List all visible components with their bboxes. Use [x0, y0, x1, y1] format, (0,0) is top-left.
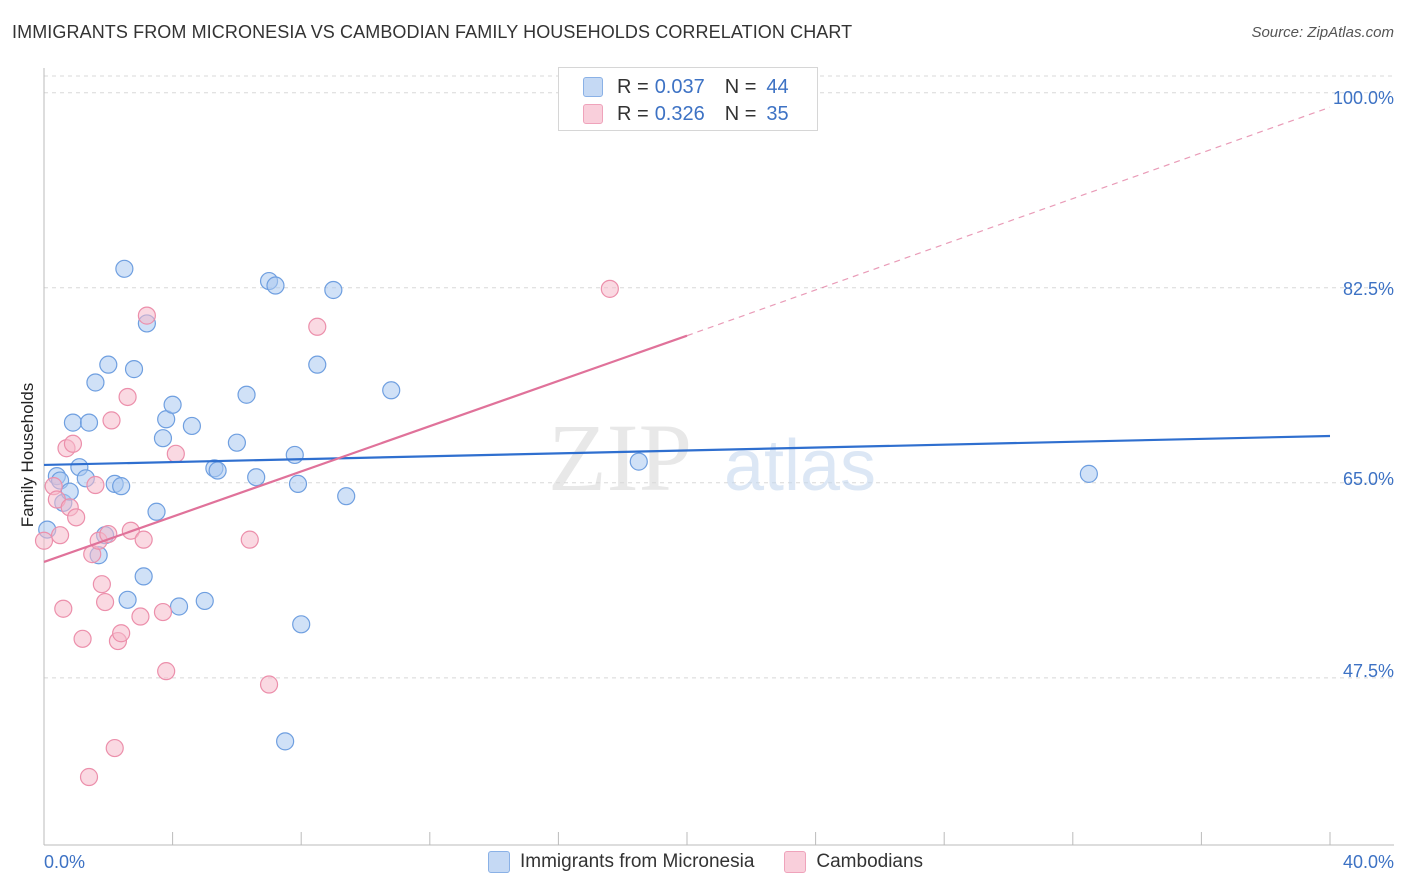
micronesia-point	[208, 461, 227, 480]
n-label: N =	[724, 102, 757, 125]
trend-line-micronesia	[43, 434, 1331, 467]
micronesia-point	[308, 355, 327, 374]
trend-line-cambodians	[43, 334, 688, 563]
micronesia-point	[1079, 464, 1098, 483]
cambodians-point	[54, 599, 73, 618]
micronesia-point	[337, 487, 356, 506]
cambodians-point	[600, 279, 619, 298]
cambodians-point	[131, 607, 150, 626]
cambodians-point	[112, 624, 131, 643]
y-tick-label: 47.5%	[1342, 661, 1394, 681]
micronesia-point	[134, 567, 153, 586]
legend-swatch-blue	[583, 77, 603, 97]
legend-swatch-pink	[784, 851, 807, 873]
cambodians-point	[67, 508, 86, 527]
axes	[43, 68, 1394, 846]
cambodians-point	[259, 675, 279, 694]
micronesia-point	[266, 276, 285, 295]
r-value: 0.037	[654, 75, 705, 98]
micronesia-point	[292, 615, 311, 634]
series-cambodians-points	[34, 279, 619, 787]
x-tick-label-min: 0.0%	[44, 852, 86, 872]
legend-item-micronesia[interactable]: Immigrants from Micronesia	[488, 851, 754, 873]
n-value: 35	[766, 102, 789, 125]
cambodians-point	[166, 444, 185, 463]
micronesia-point	[153, 429, 173, 448]
x-tick-label-max: 40.0%	[1342, 852, 1394, 872]
r-label: R =	[617, 102, 649, 125]
stats-legend: R = 0.037 N = 44 R = 0.326 N = 35	[558, 67, 818, 131]
y-axis-label: Family Households	[18, 382, 37, 528]
micronesia-point	[163, 395, 182, 414]
trend-lines	[43, 106, 1331, 563]
cambodians-point	[34, 531, 54, 550]
cambodians-point	[157, 662, 176, 681]
stats-legend-row-pink: R = 0.326 N = 35	[583, 101, 789, 127]
micronesia-point	[86, 373, 105, 392]
cambodians-point	[86, 475, 105, 495]
legend-swatch-blue	[488, 851, 510, 873]
cambodians-point	[95, 592, 115, 612]
micronesia-point	[112, 477, 131, 496]
legend-item-cambodians[interactable]: Cambodians	[784, 851, 923, 873]
cambodians-point	[79, 767, 99, 787]
cambodians-point	[118, 387, 137, 407]
micronesia-point	[182, 416, 201, 436]
watermark-atlas: atlas	[724, 426, 876, 506]
cambodians-point	[50, 526, 70, 545]
micronesia-point	[99, 355, 118, 374]
trend-line-cambodians-extension	[686, 106, 1331, 337]
micronesia-point	[124, 360, 144, 379]
micronesia-point	[115, 259, 134, 278]
micronesia-point	[324, 280, 343, 300]
chart-title: IMMIGRANTS FROM MICRONESIA VS CAMBODIAN …	[12, 22, 853, 42]
micronesia-point	[63, 413, 83, 432]
micronesia-point	[118, 590, 137, 609]
micronesia-point	[382, 381, 401, 400]
cambodians-point	[134, 530, 153, 549]
n-value: 44	[766, 75, 789, 98]
r-label: R =	[617, 75, 649, 98]
micronesia-point	[237, 385, 256, 404]
legend-swatch-pink	[583, 104, 603, 124]
cambodians-point	[92, 575, 111, 594]
micronesia-point	[147, 502, 166, 521]
grid-lines	[44, 75, 1394, 679]
source-label: Source: ZipAtlas.com	[1251, 24, 1394, 41]
series-legend: Immigrants from Micronesia Cambodians	[488, 851, 953, 873]
cambodians-point	[137, 306, 156, 325]
cambodians-point	[308, 317, 327, 336]
cambodians-point	[153, 602, 173, 622]
legend-label: Cambodians	[816, 851, 924, 872]
micronesia-point	[79, 413, 99, 432]
cambodians-point	[105, 738, 124, 758]
y-tick-label: 82.5%	[1342, 279, 1394, 299]
legend-label: Immigrants from Micronesia	[520, 851, 755, 872]
stats-legend-row-blue: R = 0.037 N = 44	[583, 74, 789, 100]
cambodians-point	[240, 530, 259, 549]
micronesia-point	[285, 445, 304, 465]
y-tick-label: 100.0%	[1332, 88, 1394, 108]
cambodians-point	[63, 434, 83, 453]
micronesia-point	[247, 468, 266, 487]
r-value: 0.326	[654, 102, 705, 125]
micronesia-point	[169, 597, 189, 616]
micronesia-point	[629, 452, 648, 471]
watermark: ZIP atlas	[548, 404, 876, 511]
micronesia-point	[227, 433, 246, 452]
micronesia-point	[276, 732, 295, 751]
cambodians-point	[102, 411, 121, 430]
micronesia-point	[195, 591, 214, 611]
cambodians-point	[73, 629, 92, 648]
micronesia-point	[288, 474, 308, 494]
n-label: N =	[724, 75, 757, 98]
watermark-zip: ZIP	[548, 404, 692, 511]
y-tick-label: 65.0%	[1342, 469, 1394, 489]
